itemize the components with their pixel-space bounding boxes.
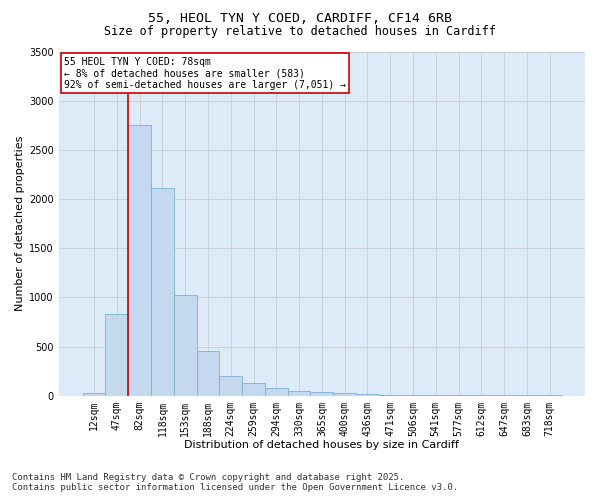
Bar — [356, 394, 379, 396]
Text: Size of property relative to detached houses in Cardiff: Size of property relative to detached ho… — [104, 25, 496, 38]
Text: 55, HEOL TYN Y COED, CARDIFF, CF14 6RB: 55, HEOL TYN Y COED, CARDIFF, CF14 6RB — [148, 12, 452, 26]
Text: 55 HEOL TYN Y COED: 78sqm
← 8% of detached houses are smaller (583)
92% of semi-: 55 HEOL TYN Y COED: 78sqm ← 8% of detach… — [64, 56, 346, 90]
Bar — [197, 352, 220, 396]
Text: Contains HM Land Registry data © Crown copyright and database right 2025.
Contai: Contains HM Land Registry data © Crown c… — [12, 473, 458, 492]
Bar — [220, 376, 242, 396]
Bar — [288, 391, 310, 396]
Bar — [174, 296, 197, 396]
Bar — [265, 388, 288, 396]
X-axis label: Distribution of detached houses by size in Cardiff: Distribution of detached houses by size … — [184, 440, 460, 450]
Bar — [333, 394, 356, 396]
Bar — [401, 395, 424, 396]
Bar — [151, 188, 174, 396]
Bar — [242, 383, 265, 396]
Bar — [106, 314, 128, 396]
Bar — [83, 393, 106, 396]
Y-axis label: Number of detached properties: Number of detached properties — [15, 136, 25, 312]
Bar — [379, 394, 401, 396]
Bar — [128, 126, 151, 396]
Bar — [310, 392, 333, 396]
